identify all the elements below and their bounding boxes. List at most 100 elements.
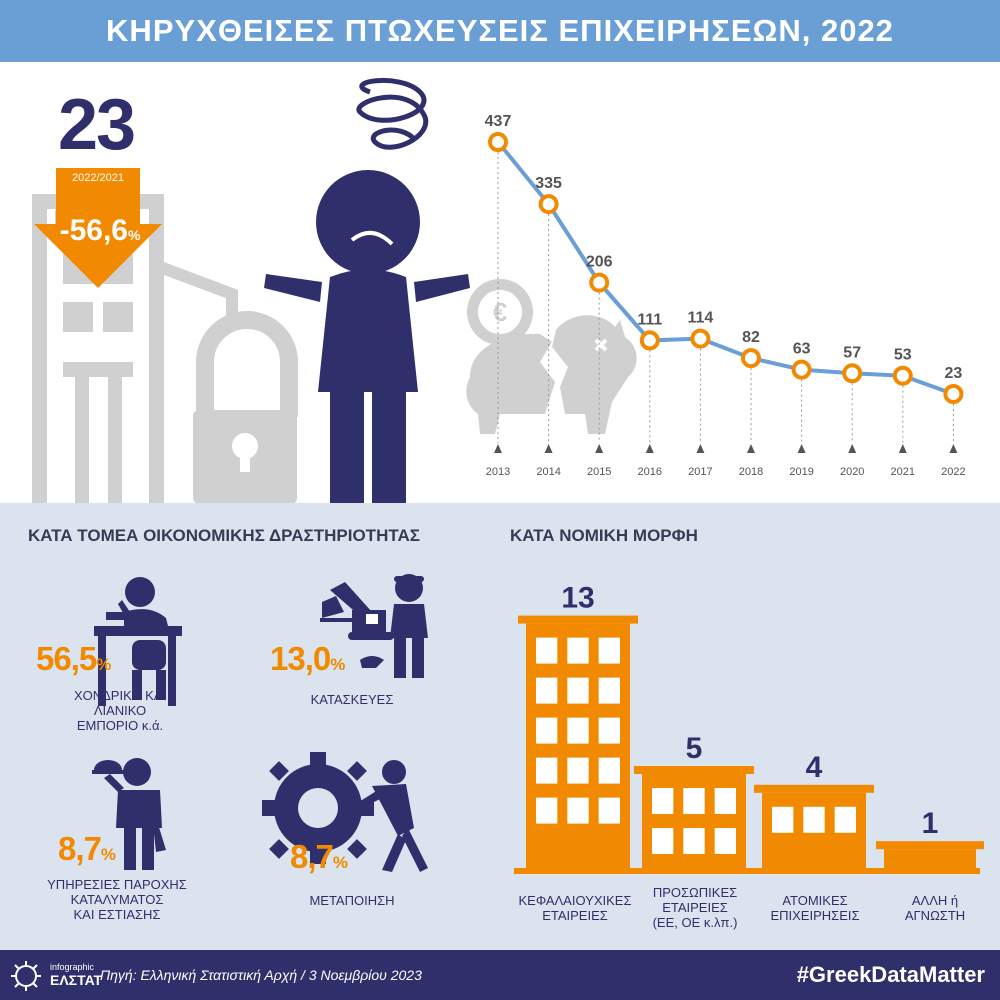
x-tick-label: 2016 [638,466,662,478]
top-illustration: € [32,78,637,503]
line-chart: 437 2013 335 2014 206 2015 111 2016 114 2017 82 201… [485,113,966,478]
sector-section-title: ΚΑΤΑ ΤΟΜΕΑ ΟΙΚΟΝΟΜΙΚΗΣ ΔΡΑΣΤΗΡΙΟΤΗΤΑΣ [28,526,420,545]
building-bar [526,623,630,868]
sector-label-line: ΜΕΤΑΠΟΙΗΣΗ [309,893,395,908]
data-point [791,359,812,380]
axis-tick-marker [494,444,502,453]
sector-value-number: 13,0 [270,640,331,677]
data-point [741,348,761,369]
axis-tick-marker [696,444,705,453]
sector-value-manufacturing: 8,7% [290,838,348,876]
sector-label-line: ΚΑΤΑΣΚΕΥΕΣ [310,692,394,707]
building-window [567,637,589,664]
building-window [536,677,558,704]
change-number: -56,6 [59,214,128,247]
sector-value-unit: % [96,655,111,674]
building-roof [754,784,874,793]
x-tick-label: 2021 [891,466,915,478]
sector-label-construction: ΚΑΤΑΣΚΕΥΕΣ [262,692,442,707]
data-point [690,328,711,349]
building-window [536,757,558,784]
logo-caption: infographic [50,962,95,972]
building-window [598,797,620,824]
x-tick-label: 2017 [688,466,712,478]
data-label: 63 [793,341,811,358]
x-tick-label: 2022 [941,466,965,478]
worker-pushing-gear-icon [262,752,428,872]
data-point [538,194,559,215]
legal-label-other: ΑΛΛΗ ή ΑΓΝΩΣΤΗ [870,893,1000,923]
sector-label-line: ΥΠΗΡΕΣΙΕΣ ΠΑΡΟΧΗΣ [47,877,187,892]
legal-label-line: ΑΤΟΜΙΚΕΣ [782,893,848,908]
legal-label-line: ΑΛΛΗ ή [911,893,959,908]
bar-value-label: 5 [686,732,703,765]
building-window [652,788,674,814]
confused-man-icon [264,78,470,503]
data-label: 335 [535,175,562,192]
sector-label-line: ΚΑΙ ΕΣΤΙΑΣΗΣ [73,907,161,922]
building-window [683,788,705,814]
building-window [536,797,558,824]
building-window [772,806,794,833]
ground-line [514,868,980,874]
legal-label-line: ΑΓΝΩΣΤΗ [904,908,966,923]
building-window [567,797,589,824]
building-window [567,757,589,784]
legal-label-line: ΚΕΦΑΛΑΙΟΥΧΙΚΕΣ [518,893,632,908]
legal-section-title: ΚΑΤΑ ΝΟΜΙΚΗ ΜΟΡΦΗ [510,526,698,545]
sector-value-retail: 56,5% [36,640,111,678]
axis-tick-marker [645,444,654,453]
building-window [683,828,705,854]
bar-value-label: 13 [561,582,594,615]
sector-label-manufacturing: ΜΕΤΑΠΟΙΗΣΗ [262,893,442,908]
logo-name: ΕΛΣΤΑΤ [50,972,103,988]
building-window [652,828,674,854]
data-point [589,272,610,293]
sector-label-line: ΧΟΝΔΡΙΚΟ ΚΑΙ [73,688,167,703]
total-bankruptcies: 23 [58,85,136,165]
axis-tick-marker [595,444,604,453]
euro-coin-icon: € [467,279,533,345]
data-label: 23 [945,365,963,382]
building-window [803,806,825,833]
data-label: 57 [843,344,861,361]
x-tick-label: 2018 [739,466,763,478]
source-text: Πηγή: Ελληνική Στατιστική Αρχή / 3 Νοεμβ… [100,967,422,983]
legal-label-line: ΠΡΟΣΩΠΙΚΕΣ [652,885,738,900]
office-worker-phone-icon [94,577,182,706]
building-bar [884,849,976,868]
data-label: 111 [637,311,662,328]
svg-text:€: € [493,297,507,327]
data-label: 53 [894,347,912,364]
legal-label-line: ΕΠΙΧΕΙΡΗΣΕΙΣ [770,908,860,923]
legal-form-bar-chart: 13 5 4 1 [514,582,984,874]
data-label: 206 [586,254,613,271]
sector-label-retail: ΧΟΝΔΡΙΚΟ ΚΑΙ ΛΙΑΝΙΚΟ ΕΜΠΟΡΙΟ κ.ά. [30,688,210,733]
building-window [567,717,589,744]
change-value: -56,6% [50,214,150,248]
series-line [496,140,955,396]
legal-label-line: ΕΤΑΙΡΕΙΕΣ [662,900,728,915]
building-window [714,788,736,814]
data-point [842,363,863,384]
sector-icons [92,574,428,872]
x-tick-label: 2015 [587,466,611,478]
building-window [598,717,620,744]
padlock-icon [193,311,298,503]
sector-value-unit: % [332,853,348,872]
change-period: 2022/2021 [72,172,124,184]
broken-piggy-bank-icon [466,315,637,434]
data-label: 82 [742,329,760,346]
data-point [639,330,660,351]
footer-bar [0,950,1000,1000]
data-label: 114 [687,310,713,327]
building-roof [518,615,638,624]
sector-label-line: ΕΜΠΟΡΙΟ κ.ά. [76,718,164,733]
sector-value-unit: % [100,845,116,864]
bar-value-label: 1 [922,807,939,840]
building-window [598,637,620,664]
sector-label-line: ΛΙΑΝΙΚΟ [93,703,147,718]
sector-value-construction: 13,0% [270,640,345,678]
axis-tick-marker [747,444,755,453]
building-roof [876,841,984,850]
